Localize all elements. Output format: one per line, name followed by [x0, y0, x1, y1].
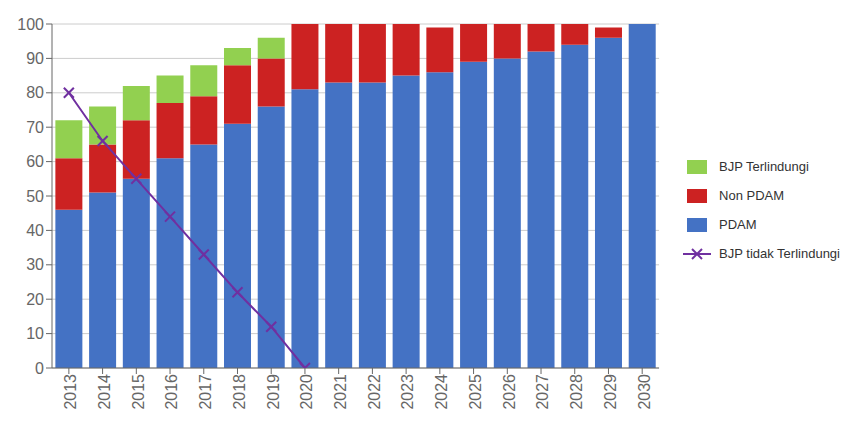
html-text:PDAM: PDAM: [719, 217, 757, 232]
svg-text:2019: 2019: [265, 374, 282, 410]
svg-text:30: 30: [26, 256, 44, 273]
svg-text:2018: 2018: [231, 374, 248, 410]
svg-text:90: 90: [26, 50, 44, 67]
svg-text:2021: 2021: [332, 374, 349, 410]
svg-text:2027: 2027: [534, 374, 551, 410]
svg-text:2023: 2023: [399, 374, 416, 410]
svg-text:100: 100: [17, 16, 44, 33]
svg-text:2013: 2013: [62, 374, 79, 410]
html-text:BJP tidak Terlindungi: BJP tidak Terlindungi: [719, 246, 840, 261]
svg-text:2022: 2022: [366, 374, 383, 410]
svg-text:60: 60: [26, 153, 44, 170]
html-text:BJP Terlindungi: BJP Terlindungi: [719, 159, 809, 174]
svg-text:10: 10: [26, 325, 44, 342]
svg-text:2029: 2029: [602, 374, 619, 410]
svg-text:2024: 2024: [433, 374, 450, 410]
svg-text:2028: 2028: [568, 374, 585, 410]
svg-text:2016: 2016: [163, 374, 180, 410]
svg-text:2026: 2026: [501, 374, 518, 410]
svg-text:2014: 2014: [96, 374, 113, 410]
svg-text:80: 80: [26, 84, 44, 101]
svg-text:2017: 2017: [197, 374, 214, 410]
svg-text:40: 40: [26, 222, 44, 239]
html-text:Non PDAM: Non PDAM: [719, 188, 785, 203]
svg-text:0: 0: [35, 360, 44, 377]
svg-text:2020: 2020: [298, 374, 315, 410]
svg-text:2015: 2015: [130, 374, 147, 410]
svg-text:2030: 2030: [636, 374, 653, 410]
svg-text:50: 50: [26, 188, 44, 205]
svg-text:2025: 2025: [467, 374, 484, 410]
svg-text:20: 20: [26, 291, 44, 308]
svg-text:70: 70: [26, 119, 44, 136]
